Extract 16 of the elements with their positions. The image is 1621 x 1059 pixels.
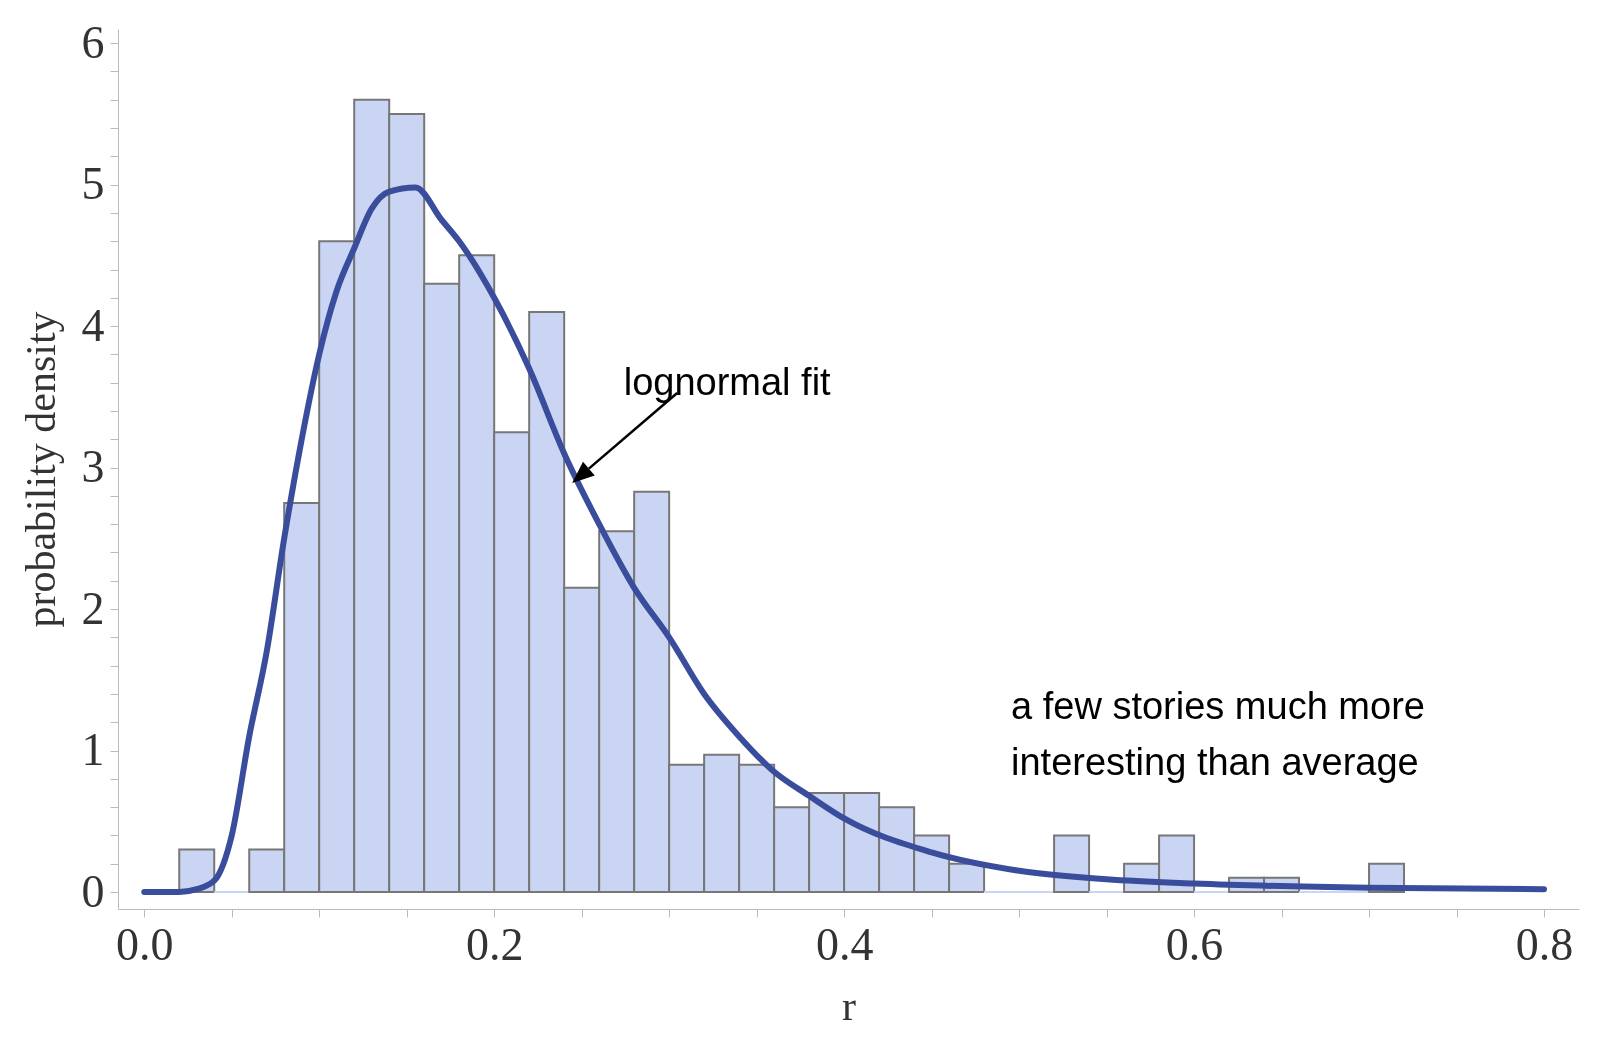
x-tick-label: 0.8 [1515, 918, 1574, 970]
y-tick-label: 3 [81, 441, 105, 493]
y-tick-label: 4 [81, 299, 105, 351]
x-tick-label: 0.0 [116, 918, 174, 970]
x-axis-title: r [842, 982, 856, 1029]
y-tick-label: 2 [81, 582, 105, 634]
x-tick-label: 0.4 [815, 918, 874, 970]
annotation: a few stories much more interesting than average [1011, 685, 1425, 783]
x-tick-label: 0.6 [1165, 918, 1224, 970]
x-tick-label: 0.2 [465, 918, 524, 970]
y-tick-label: 0 [81, 865, 105, 917]
y-axis-title: probability density [17, 311, 64, 628]
y-tick-label: 1 [81, 724, 105, 776]
y-tick-label: 6 [81, 16, 105, 68]
y-tick-label: 5 [81, 158, 105, 210]
annotation: lognormal fit [623, 360, 832, 403]
